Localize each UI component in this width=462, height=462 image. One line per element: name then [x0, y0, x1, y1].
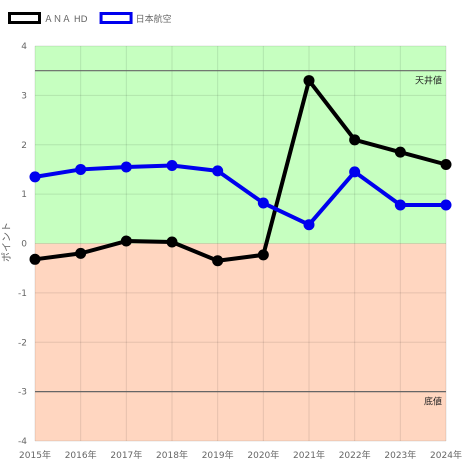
series-line-0 — [34, 78, 447, 263]
y-tick-label-4: 0 — [21, 240, 27, 250]
y-tick-label-3: 1 — [21, 190, 27, 200]
y-axis-ticks: 4 3 2 1 0 -1 -2 -3 -4 — [18, 42, 27, 447]
series-line-1 — [34, 163, 446, 227]
y-tick-label-8: -4 — [18, 437, 27, 447]
series-group — [29, 75, 452, 267]
series-1-point-4 — [212, 165, 224, 177]
y-tick-label-5: -1 — [18, 289, 27, 299]
x-axis-ticks: 2015年 2016年 2017年 2018年 2019年 2020年 2021年 2022年… — [19, 449, 462, 461]
x-tick-label-5: 2020年 — [247, 449, 279, 461]
series-1-point-1 — [75, 163, 87, 175]
series-1-point-8 — [394, 199, 406, 211]
series-1-point-5 — [257, 197, 269, 209]
series-0-point-0 — [29, 253, 41, 265]
y-tick-label-0: 4 — [21, 42, 27, 52]
series-0-point-7 — [349, 134, 361, 146]
legend-swatch-1 — [99, 12, 133, 24]
series-0-point-5 — [257, 249, 269, 261]
band-1 — [35, 243, 446, 441]
series-0-point-2 — [120, 235, 132, 247]
x-tick-label-6: 2021年 — [293, 449, 325, 461]
x-tick-label-8: 2023年 — [384, 449, 416, 461]
reference-label-1: 底値 — [424, 396, 442, 408]
y-tick-label-6: -2 — [18, 338, 27, 348]
series-0-point-1 — [75, 247, 87, 259]
x-tick-label-9: 2024年 — [430, 449, 462, 461]
legend-swatch-0 — [8, 12, 41, 24]
legend: ＡＮＡ HD 日本航空 — [8, 12, 172, 25]
x-tick-label-4: 2019年 — [202, 449, 234, 461]
series-0-point-3 — [166, 236, 178, 248]
series-0-point-8 — [394, 146, 406, 158]
y-axis-label: ポイント — [1, 222, 13, 262]
series-0-point-4 — [212, 255, 224, 267]
series-0-point-9 — [440, 159, 452, 170]
x-tick-label-7: 2022年 — [339, 449, 371, 461]
series-0-point-6 — [303, 75, 315, 87]
y-tick-label-2: 2 — [21, 141, 27, 151]
legend-label-1: 日本航空 — [136, 13, 172, 25]
y-tick-label-1: 3 — [21, 91, 27, 101]
series-1-point-6 — [303, 219, 315, 231]
legend-label-0: ＡＮＡ HD — [44, 15, 88, 25]
y-tick-label-7: -3 — [18, 388, 27, 398]
series-1-point-0 — [29, 171, 41, 183]
reference-label-0: 天井値 — [415, 75, 442, 87]
x-tick-label-1: 2016年 — [65, 449, 97, 461]
x-tick-label-0: 2015年 — [19, 449, 51, 461]
series-1-point-7 — [349, 166, 361, 178]
x-tick-label-2: 2017年 — [110, 449, 142, 461]
series-1-point-9 — [440, 199, 452, 211]
series-1-point-3 — [166, 159, 178, 171]
series-1-point-2 — [120, 161, 132, 173]
x-tick-label-3: 2018年 — [156, 449, 188, 461]
